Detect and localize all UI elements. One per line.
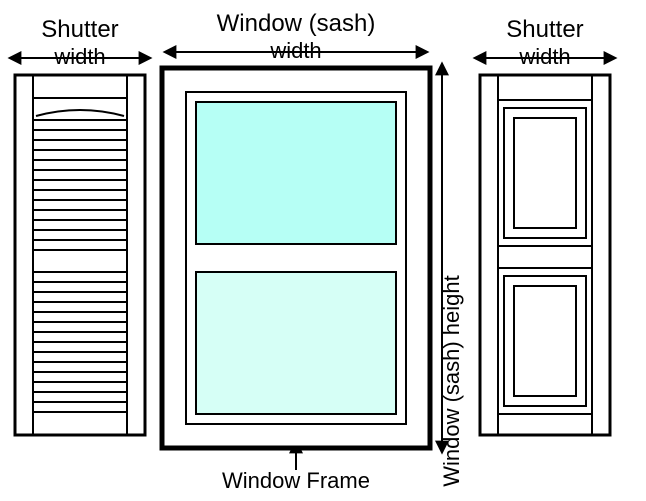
window-width-label: width (162, 38, 430, 64)
shutter-left-title: Shutter (15, 16, 145, 44)
glass-top (196, 102, 396, 244)
window-height-label: Window (sash) height (439, 261, 465, 501)
shutter-right-title: Shutter (480, 16, 610, 44)
glass-bottom (196, 272, 396, 414)
shutter-left-width-label: width (15, 44, 145, 70)
window-title: Window (sash) (162, 10, 430, 38)
left-shutter (15, 75, 145, 435)
right-shutter (480, 75, 610, 435)
diagram-svg (0, 0, 646, 500)
diagram-canvas: Shutter width Window (sash) width Shutte… (0, 0, 646, 500)
shutter-right-width-label: width (480, 44, 610, 70)
window-frame-label: Window Frame (162, 468, 430, 494)
window (162, 68, 430, 448)
